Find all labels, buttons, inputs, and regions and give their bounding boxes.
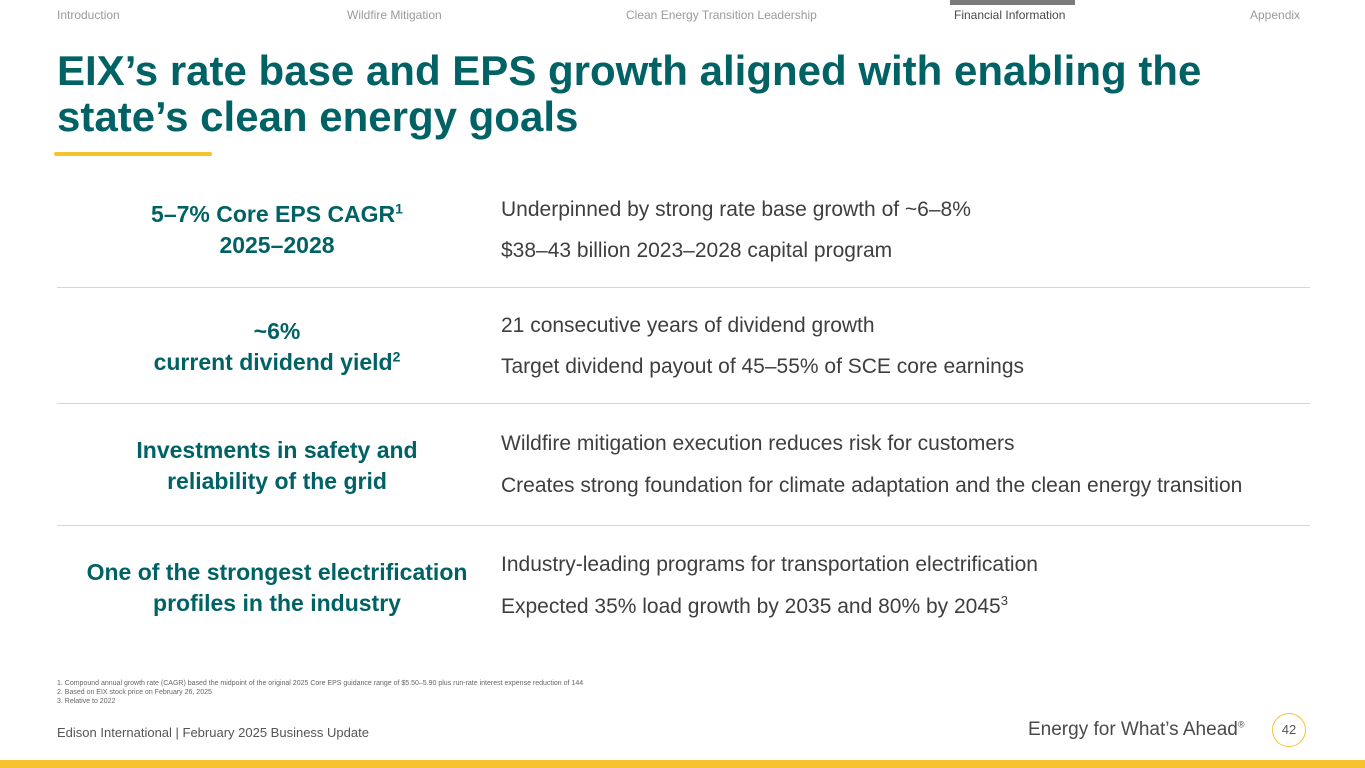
row-heading: One of the strongest electrification pro… [57,557,497,619]
top-navigation: Introduction Wildfire Mitigation Clean E… [0,0,1365,30]
footnote-item: 1. Compound annual growth rate (CAGR) ba… [57,680,584,687]
row-divider [57,287,1310,288]
row-point: Expected 35% load growth by 2035 and 80%… [501,593,1008,619]
row-eps-growth: 5–7% Core EPS CAGR1 2025–2028 Underpinne… [57,195,1310,285]
page-number: 42 [1281,722,1297,737]
row-heading-line1: 5–7% Core EPS CAGR [151,201,396,227]
row-heading-line1: Investments in safety and [136,437,418,463]
nav-active-indicator [950,0,1075,5]
nav-introduction[interactable]: Introduction [57,8,120,22]
footnotes: 1. Compound annual growth rate (CAGR) ba… [57,679,583,706]
footnote-ref-1: 1 [395,200,403,217]
row-heading: ~6% current dividend yield2 [57,316,497,378]
page-number-badge: 42 [1272,713,1306,747]
nav-clean-energy-transition[interactable]: Clean Energy Transition Leadership [626,8,817,22]
footnote-item: 2. Based on EIX stock price on February … [57,689,212,696]
row-point: Target dividend payout of 45–55% of SCE … [501,355,1025,378]
row-divider [57,403,1310,404]
row-point: Industry-leading programs for transporta… [501,553,1038,576]
bottom-accent-bar [0,760,1365,768]
row-point: Wildfire mitigation execution reduces ri… [501,432,1015,455]
row-heading-line1: One of the strongest electrification [86,559,468,585]
footer-tagline: Energy for What’s Ahead® [1028,719,1244,741]
row-dividend: ~6% current dividend yield2 21 consecuti… [57,312,1310,402]
row-point: Creates strong foundation for climate ad… [501,474,1243,497]
footnote-item: 3. Relative to 2022 [57,698,116,705]
row-heading-line2: reliability of the grid [167,468,387,494]
title-underline [54,152,212,156]
row-heading-line2: current dividend yield [153,349,393,375]
tagline-text: Energy for What’s Ahead [1028,719,1238,740]
nav-financial-information[interactable]: Financial Information [954,8,1066,22]
row-safety-reliability: Investments in safety and reliability of… [57,430,1310,520]
nav-wildfire-mitigation[interactable]: Wildfire Mitigation [347,8,442,22]
row-heading-line2: 2025–2028 [219,232,335,258]
row-heading-line2: profiles in the industry [153,590,401,616]
row-point: $38–43 billion 2023–2028 capital program [501,239,893,262]
page-title: EIX’s rate base and EPS growth aligned w… [57,47,1202,140]
row-heading: 5–7% Core EPS CAGR1 2025–2028 [57,199,497,261]
row-point: Underpinned by strong rate base growth o… [501,198,971,221]
row-heading: Investments in safety and reliability of… [57,435,497,497]
row-divider [57,525,1310,526]
row-electrification: One of the strongest electrification pro… [57,553,1310,643]
row-heading-line1: ~6% [253,318,301,344]
nav-appendix[interactable]: Appendix [1250,8,1301,22]
row-point: 21 consecutive years of dividend growth [501,314,875,337]
row-point-text: Expected 35% load growth by 2035 and 80%… [501,595,1001,618]
footnote-ref-3: 3 [1000,593,1008,608]
footnote-ref-2: 2 [392,348,401,365]
footer-source: Edison International | February 2025 Bus… [57,725,369,740]
registered-mark: ® [1237,719,1245,730]
